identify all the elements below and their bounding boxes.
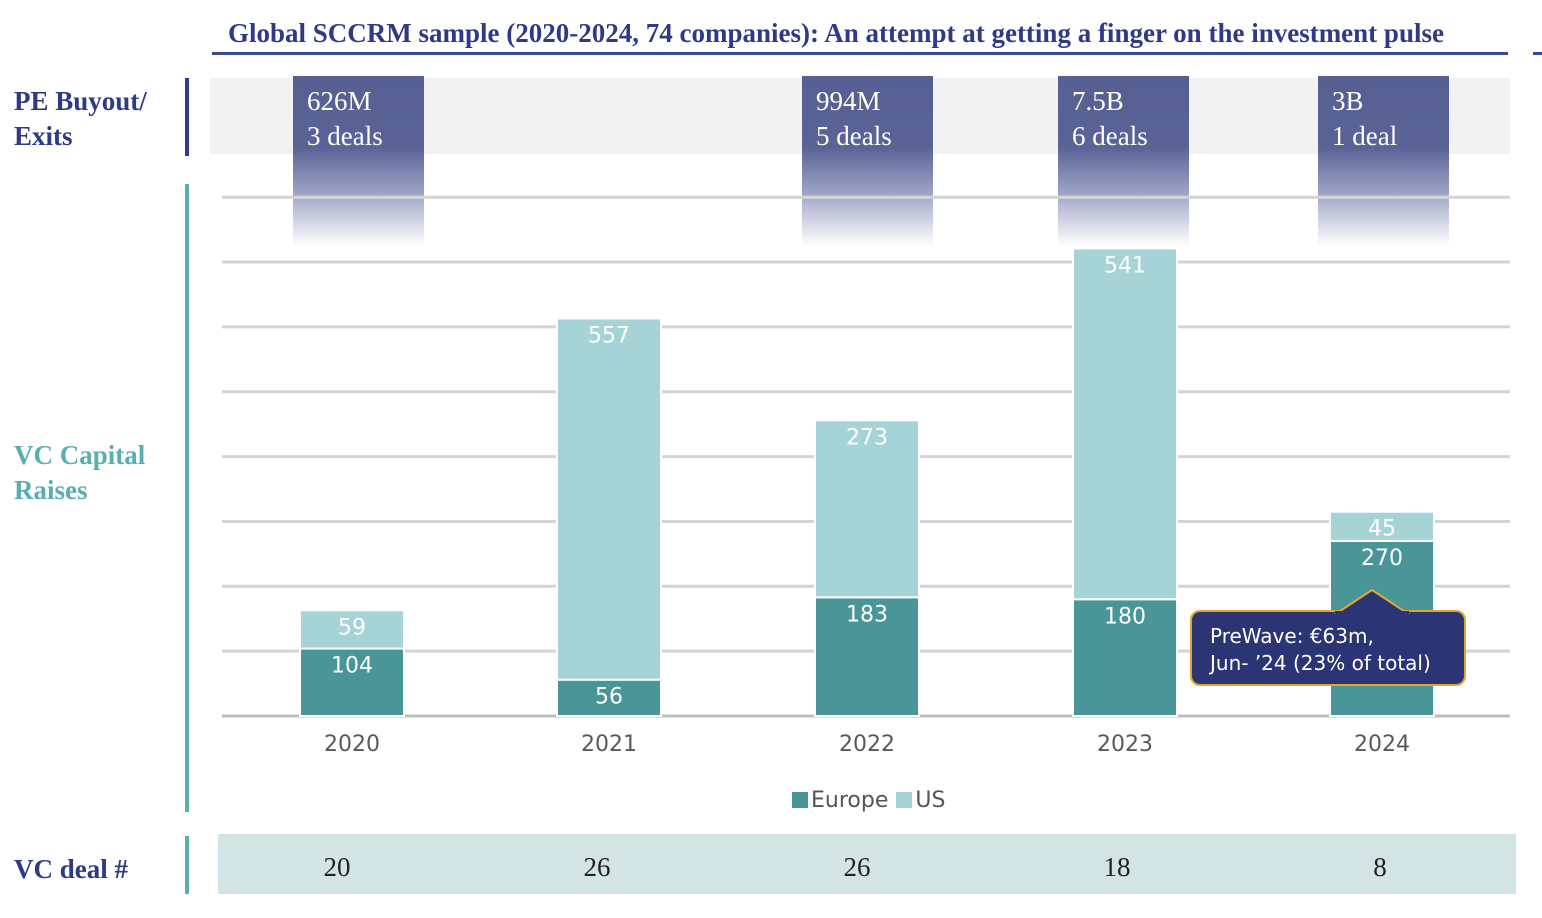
pe-value-2020: 626M: [307, 86, 372, 116]
pe-box-2022: 994M 5 deals: [802, 76, 933, 246]
pe-box-2024: 3B 1 deal: [1318, 76, 1449, 246]
data-label-europe-2024: 270: [1361, 546, 1403, 571]
vc-row-accent-bar: [185, 184, 189, 812]
deal-count-band: [218, 834, 1516, 894]
pe-deals-2023: 6 deals: [1072, 121, 1148, 151]
deal-count-2023: 18: [1103, 852, 1131, 882]
bar-us-2024: [1329, 510, 1435, 542]
legend-item-europe: Europe: [792, 788, 888, 813]
bar-us-2023: [1072, 247, 1178, 601]
title-underline-tick: [1533, 52, 1542, 55]
data-label-us-2021: 557: [588, 323, 630, 348]
data-label-europe-2020: 104: [331, 654, 373, 679]
vc-deal-count-label: VC deal #: [14, 854, 128, 884]
title-underline: [212, 52, 1508, 55]
pe-row-label-line1: PE Buyout/: [14, 86, 147, 116]
legend-label-us: US: [915, 787, 946, 813]
pe-value-2023: 7.5B: [1072, 86, 1124, 116]
prewave-callout: PreWave: €63m, Jun- ’24 (23% of total): [1190, 588, 1466, 686]
data-label-us-2024: 45: [1368, 517, 1396, 542]
pe-value-2024: 3B: [1332, 86, 1364, 116]
bar-europe-2022: [814, 596, 920, 718]
bar-us-2020: [299, 609, 405, 650]
pe-row-label-line2: Exits: [14, 121, 73, 151]
data-label-europe-2022: 183: [846, 602, 888, 627]
vc-row-label: VC Capital Raises: [14, 438, 184, 508]
callout-pointer: [1333, 588, 1411, 617]
pe-row-label: PE Buyout/ Exits: [14, 84, 184, 154]
data-label-us-2023: 541: [1104, 253, 1146, 278]
data-label-europe-2023: 180: [1104, 604, 1146, 629]
pe-value-2022: 994M: [816, 86, 881, 116]
x-tick-label-2023: 2023: [1097, 732, 1153, 757]
pe-deals-2020: 3 deals: [307, 121, 383, 151]
x-tick-label-2022: 2022: [839, 732, 895, 757]
chart-legend: Europe US: [792, 786, 953, 814]
deal-count-2024: 8: [1373, 852, 1387, 882]
pe-box-2023: 7.5B 6 deals: [1058, 76, 1189, 246]
legend-swatch-europe: [792, 792, 808, 808]
legend-swatch-us: [896, 792, 913, 808]
x-tick-label-2020: 2020: [324, 732, 380, 757]
deal-count-2021: 26: [583, 852, 611, 882]
page-title: Global SCCRM sample (2020-2024, 74 compa…: [228, 18, 1444, 48]
bar-europe-2023: [1072, 598, 1178, 718]
data-label-us-2020: 59: [338, 615, 366, 640]
legend-item-us: US: [896, 788, 945, 813]
deal-row-accent-bar: [185, 836, 189, 894]
pe-deals-2022: 5 deals: [816, 121, 892, 151]
chart-labels: 104 59 2020 56 557 2021 183 273 2022 180 541 2023 27…: [324, 253, 1410, 757]
deal-count-2022: 26: [843, 852, 871, 882]
legend-label-europe: Europe: [811, 787, 889, 813]
vc-row-label-line2: Raises: [14, 475, 88, 505]
data-label-europe-2021: 56: [595, 685, 623, 710]
data-label-us-2022: 273: [846, 425, 888, 450]
pe-row-accent-bar: [185, 78, 189, 156]
callout-line1: PreWave: €63m,: [1210, 624, 1374, 648]
bar-us-2021: [556, 317, 662, 681]
pe-box-2020: 626M 3 deals: [293, 76, 424, 246]
bar-us-2022: [814, 419, 920, 599]
vc-row-label-line1: VC Capital: [14, 440, 146, 470]
deal-count-2020: 20: [323, 852, 351, 882]
x-tick-label-2024: 2024: [1354, 732, 1410, 757]
callout-line2: Jun- ’24 (23% of total): [1210, 651, 1431, 675]
pe-deals-2024: 1 deal: [1332, 121, 1398, 151]
x-tick-label-2021: 2021: [581, 732, 637, 757]
